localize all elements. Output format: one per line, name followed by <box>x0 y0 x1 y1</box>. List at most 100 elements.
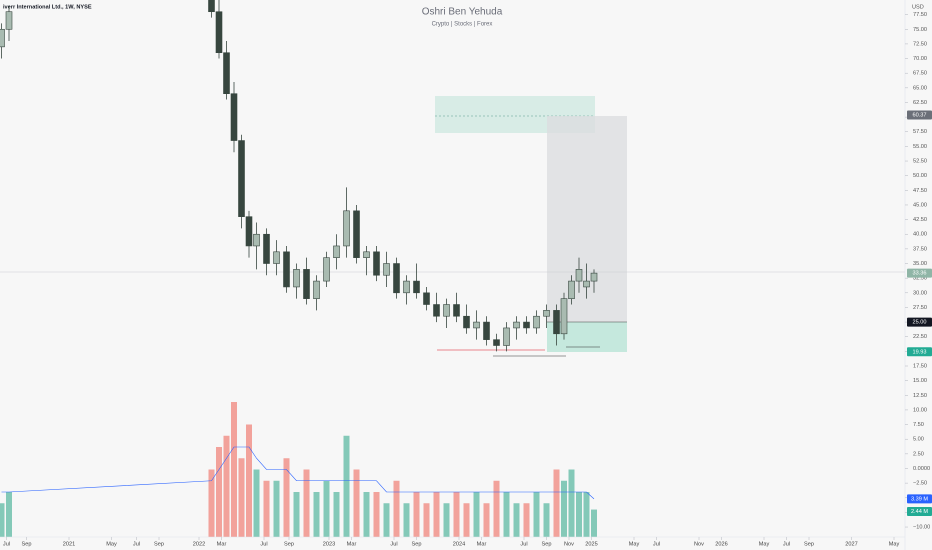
candle-body <box>383 263 390 276</box>
volume-bar <box>591 509 597 537</box>
candle-body <box>423 292 430 305</box>
volume-bar <box>561 480 567 537</box>
x-tick-label: Jul <box>133 541 140 547</box>
y-tick-label: 55.00 <box>913 144 927 150</box>
x-tick-label: Jul <box>3 541 10 547</box>
y-tick-label: 22.50 <box>913 334 927 340</box>
volume-bar <box>313 492 320 537</box>
candle-body <box>493 339 500 346</box>
price-badge <box>907 110 932 120</box>
volume-bar <box>503 492 510 537</box>
y-tick-label: 2.50 <box>913 451 924 457</box>
plot <box>0 0 598 537</box>
volume-bar <box>523 503 530 537</box>
volume-bar <box>583 492 590 537</box>
y-tick-label: 67.50 <box>913 71 927 77</box>
drawings <box>0 96 905 357</box>
x-tick-label: Jul <box>520 541 527 547</box>
volume-bar <box>443 503 450 537</box>
candle-body <box>433 304 440 317</box>
x-tick-label: Jul <box>653 541 660 547</box>
candle-body <box>245 216 253 247</box>
candle-body <box>373 251 380 276</box>
candle-body <box>293 269 300 288</box>
y-tick-label: 72.50 <box>913 41 927 47</box>
candle-body <box>393 263 400 294</box>
position-profit <box>547 116 627 322</box>
candle-body <box>590 272 598 282</box>
volume-bar <box>333 492 340 537</box>
candle-body <box>353 210 360 258</box>
price-badge-label: 25.00 <box>913 320 927 326</box>
volume-bar <box>353 469 360 537</box>
volume-bar <box>393 480 400 537</box>
x-tick-label: 2027 <box>845 541 857 547</box>
price-badge <box>907 317 932 327</box>
volume-bar <box>0 503 5 537</box>
volume-bar <box>263 480 270 537</box>
x-tick-label: Jul <box>260 541 267 547</box>
y-tick-label: 17.50 <box>913 363 927 369</box>
y-tick-label: 40.00 <box>913 232 927 238</box>
candle-body <box>568 280 575 299</box>
volume-bar <box>231 402 237 537</box>
candle-body <box>343 210 350 247</box>
candle-body <box>0 28 5 48</box>
volume-bar <box>533 492 540 537</box>
x-tick-label: 2022 <box>193 541 205 547</box>
x-tick-label: Sep <box>284 541 294 547</box>
y-tick-label: 15.00 <box>913 378 927 384</box>
candle-body <box>583 280 590 288</box>
price-badge-label: 60.37 <box>913 112 927 118</box>
volume-bar <box>463 503 470 537</box>
price-badge <box>907 268 932 278</box>
volume-bar <box>253 469 260 537</box>
x-tick-label: Sep <box>154 541 164 547</box>
volume-bar <box>553 469 560 537</box>
volume-bar <box>453 492 460 537</box>
candle-body <box>560 298 568 335</box>
volume-bar <box>493 480 500 537</box>
candle-body <box>5 11 13 30</box>
candle-body <box>263 233 270 264</box>
x-tick-label: Sep <box>804 541 814 547</box>
candle-body <box>453 304 460 317</box>
price-badge <box>907 494 932 504</box>
x-tick-label: May <box>629 541 640 547</box>
price-badge-label: 33.36 <box>913 271 927 277</box>
y-tick-label: 47.50 <box>913 188 927 194</box>
candle-body <box>223 52 230 94</box>
volume-ma-line <box>1 446 595 500</box>
volume-bar <box>413 492 420 537</box>
y-tick-label: 0.0000 <box>913 466 930 472</box>
candle-body <box>303 269 310 299</box>
x-tick-label: Jul <box>783 541 790 547</box>
y-tick-label: 10.00 <box>913 407 927 413</box>
volume-bar <box>293 492 300 537</box>
volume-bar <box>576 492 582 537</box>
candle-body <box>553 310 560 335</box>
candle-body <box>230 93 238 141</box>
y-tick-label: −10.00 <box>913 525 930 531</box>
symbol: iverr International Ltd., 1W, NYSE <box>3 4 92 10</box>
candle-body <box>523 321 530 329</box>
y-tick-label: 45.00 <box>913 202 927 208</box>
volume-bar <box>343 435 350 537</box>
candle-body <box>283 251 290 288</box>
y-tick-label: −2.50 <box>913 481 927 487</box>
volume-bar <box>246 424 252 537</box>
candle-body <box>215 11 223 54</box>
x-tick-label: 2024 <box>453 541 465 547</box>
x-tick-label: Jul <box>390 541 397 547</box>
candle-body <box>208 0 215 13</box>
y-tick-label: 75.00 <box>913 27 927 33</box>
volume-bar <box>273 480 280 537</box>
volume-bar <box>568 469 575 537</box>
x-tick-label: Mar <box>217 541 227 547</box>
volume-bar <box>283 458 290 537</box>
y-tick-label: 42.50 <box>913 217 927 223</box>
price-badge <box>907 507 932 517</box>
candle-body <box>503 327 510 346</box>
